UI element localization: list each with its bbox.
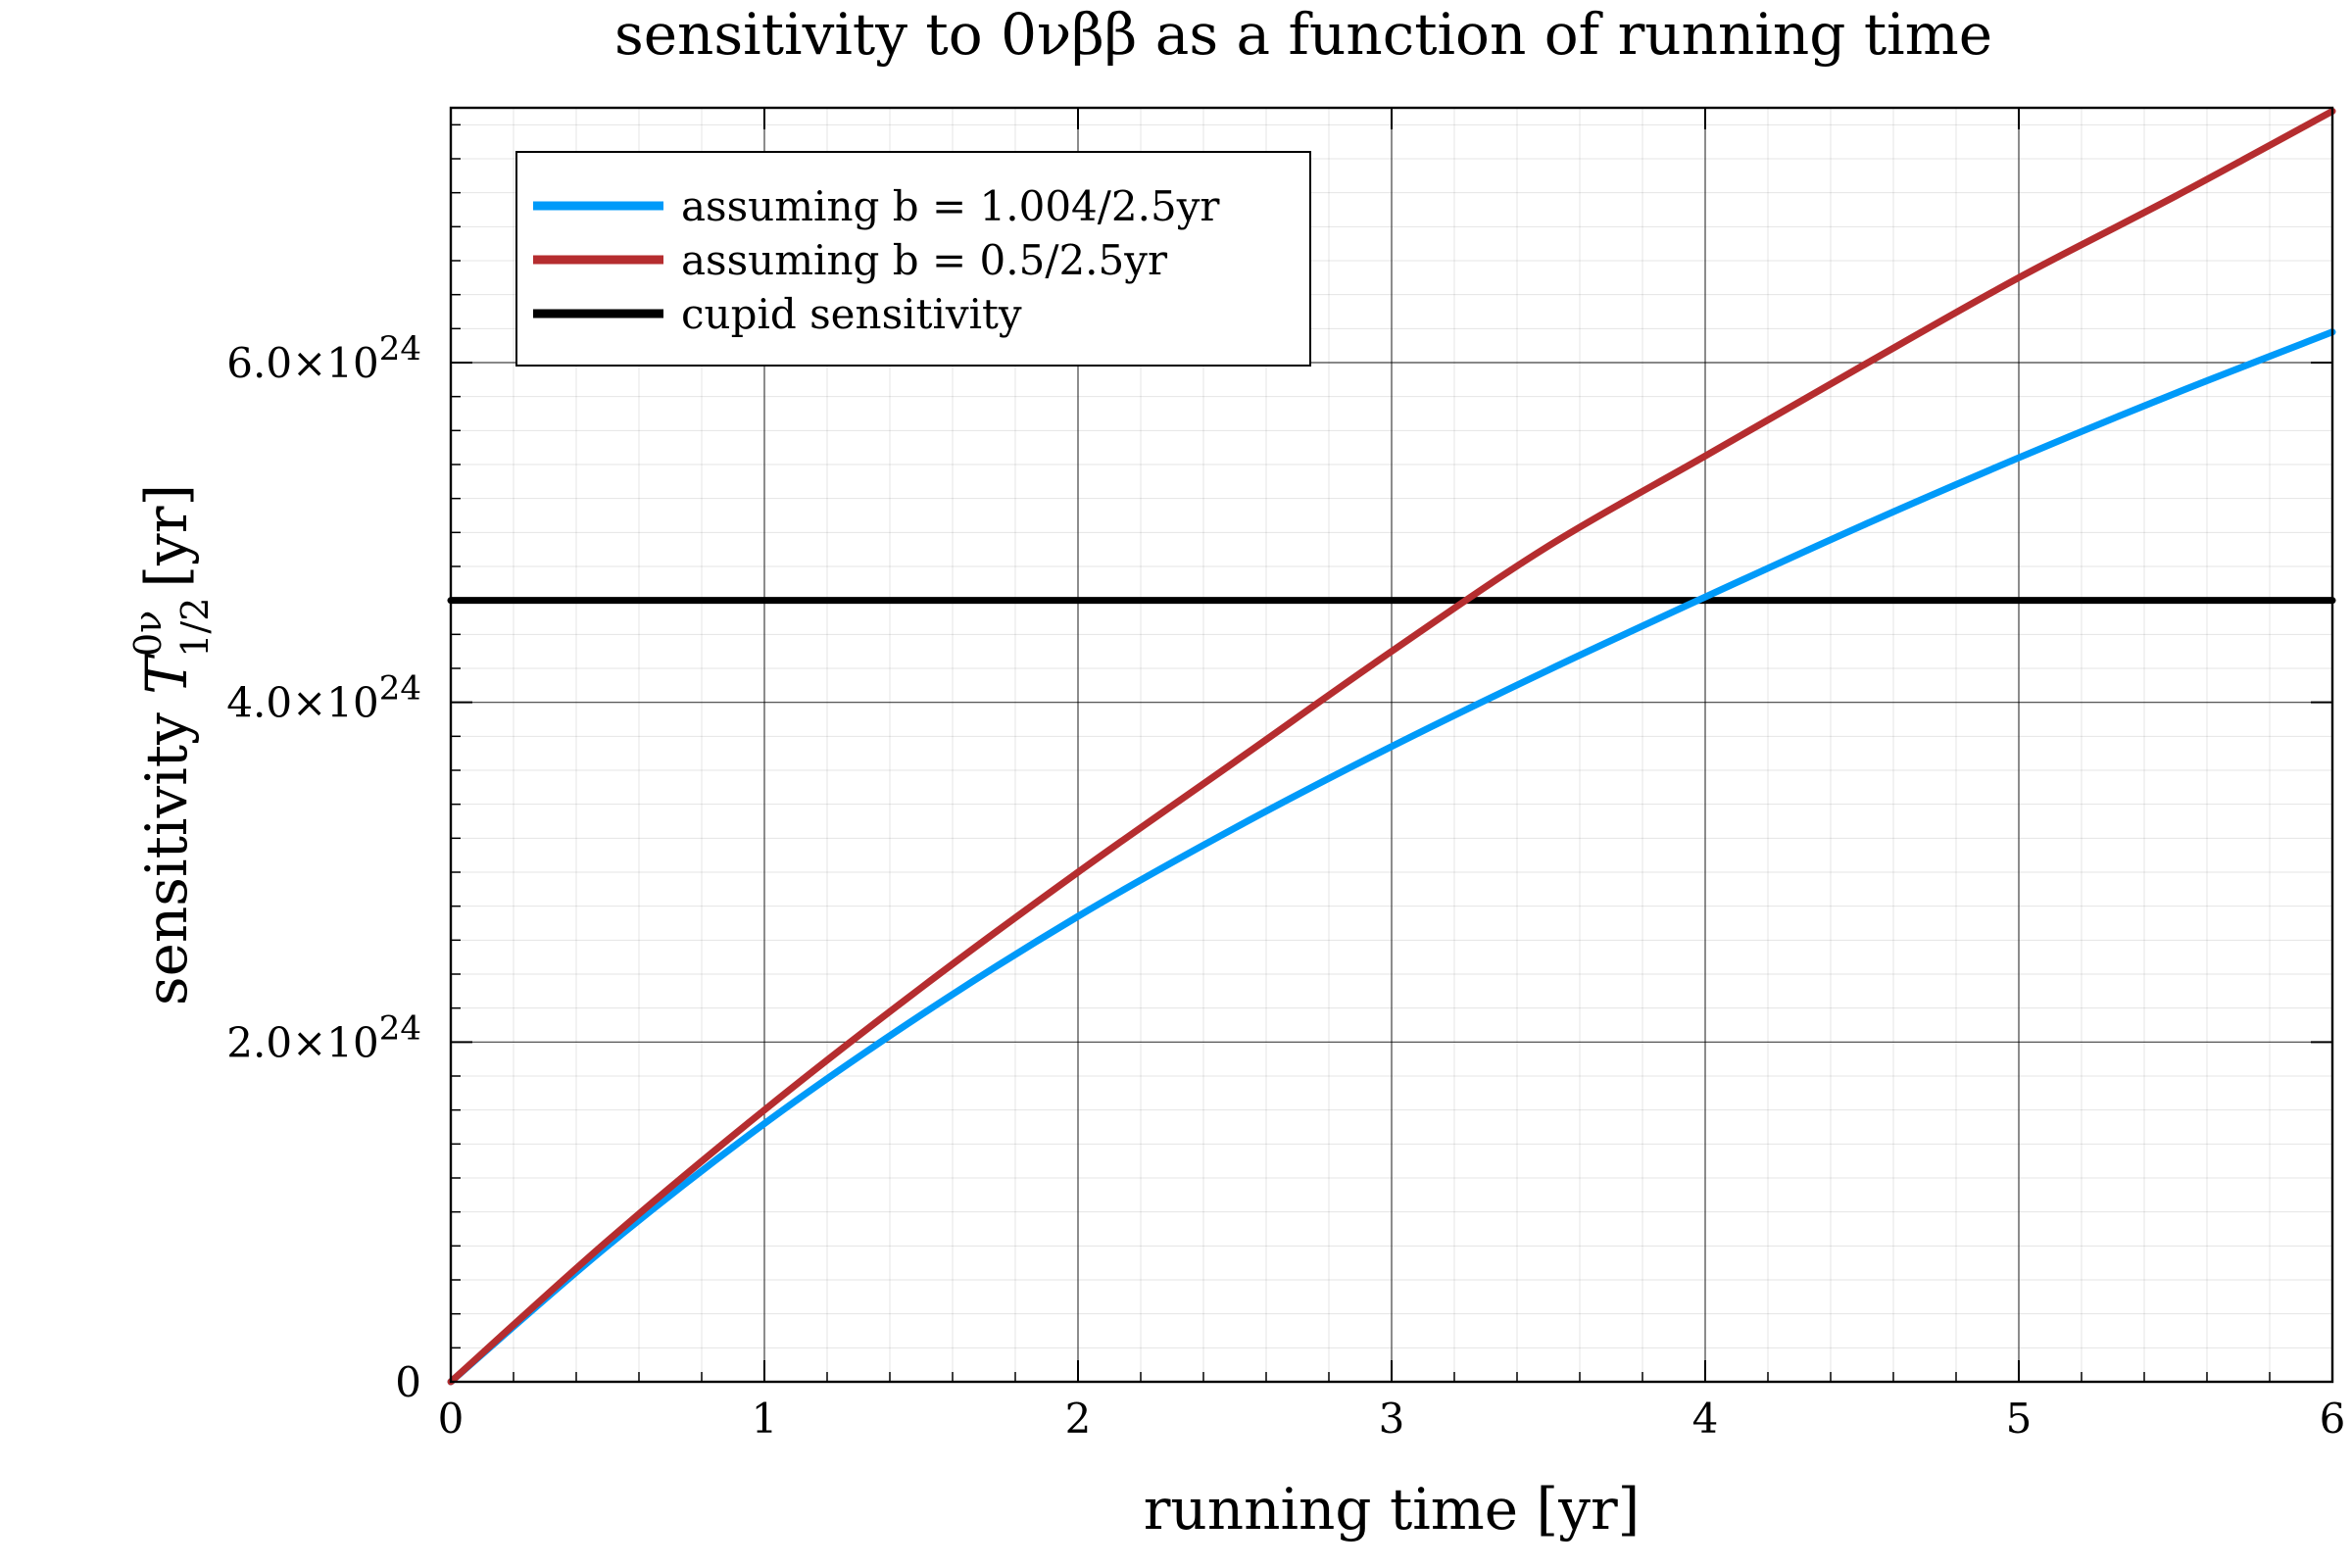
- x-axis-label: running time [yr]: [1144, 1476, 1641, 1543]
- y-tick-mantissa: 0: [395, 1358, 421, 1406]
- legend-label-1: assuming b = 0.5/2.5yr: [681, 236, 1168, 284]
- series-line-0: [447, 328, 2336, 1386]
- series-line-1: [447, 107, 2336, 1386]
- series-layer: [447, 107, 2336, 1386]
- y-axis-label-subscript: 1/2: [173, 598, 217, 658]
- x-tick-label: 6: [2320, 1395, 2346, 1443]
- y-tick-label: 6.0×1024: [226, 329, 421, 387]
- x-tick-labels: 0 1 2 3 4 5 6: [438, 1395, 2346, 1443]
- legend: assuming b = 1.004/2.5yr assuming b = 0.5…: [515, 151, 1311, 367]
- legend-label-0: assuming b = 1.004/2.5yr: [681, 182, 1220, 230]
- y-tick-exponent: 24: [379, 1008, 421, 1048]
- x-tick-label: 2: [1065, 1395, 1092, 1443]
- y-tick-label: 0: [395, 1358, 421, 1406]
- chart-title: sensitivity to 0νββ as a function of run…: [614, 1, 1992, 68]
- x-tick-label: 3: [1379, 1395, 1405, 1443]
- y-axis-label-superscript: 0ν: [126, 611, 170, 657]
- axis-ticks: [450, 108, 2333, 1383]
- y-axis-label-symbol: T: [133, 653, 200, 695]
- y-tick-exponent: 24: [379, 329, 421, 368]
- y-axis-label-unit: [yr]: [133, 484, 200, 588]
- y-tick-label: 2.0×1024: [226, 1008, 421, 1066]
- y-tick-label: 4.0×1024: [226, 669, 421, 727]
- y-tick-mantissa: 4.0×10: [226, 679, 378, 727]
- x-tick-label: 5: [2006, 1395, 2033, 1443]
- y-tick-mantissa: 2.0×10: [226, 1018, 378, 1066]
- x-tick-label: 0: [438, 1395, 465, 1443]
- x-tick-label: 4: [1692, 1395, 1719, 1443]
- legend-label-2: cupid sensitivity: [681, 290, 1022, 338]
- y-axis-label: sensitivity T0ν 1/2 [yr]: [126, 484, 217, 1005]
- y-axis-label-main: sensitivity: [133, 695, 200, 1005]
- x-tick-label: 1: [752, 1395, 778, 1443]
- y-tick-mantissa: 6.0×10: [226, 339, 378, 387]
- y-tick-exponent: 24: [379, 669, 421, 709]
